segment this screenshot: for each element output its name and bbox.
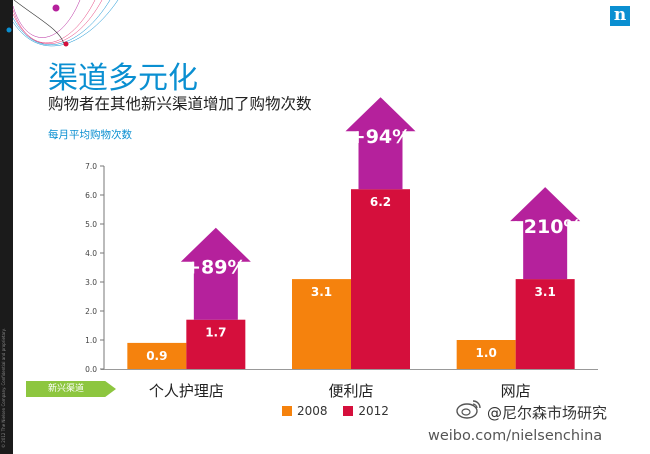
growth-label-2: +210% bbox=[508, 216, 583, 238]
category-label-0: 个人护理店 bbox=[149, 382, 224, 400]
weibo-handle: @尼尔森市场研究 bbox=[487, 404, 608, 422]
decorative-swirl bbox=[6, 0, 119, 47]
legend-item-2008: 2008 bbox=[282, 404, 328, 418]
legend-label-2012: 2012 bbox=[358, 404, 389, 418]
y-tick-label: 0.0 bbox=[85, 365, 97, 374]
growth-label-0: +89% bbox=[185, 257, 246, 279]
page-subtitle: 购物者在其他新兴渠道增加了购物次数 bbox=[48, 95, 312, 113]
legend-swatch-2008 bbox=[282, 406, 292, 416]
growth-label-1: +94% bbox=[350, 126, 411, 148]
y-tick-label: 6.0 bbox=[85, 191, 97, 200]
y-tick-label: 4.0 bbox=[85, 249, 97, 258]
y-tick-label: 3.0 bbox=[85, 278, 97, 287]
page-title: 渠道多元化 bbox=[48, 61, 198, 96]
growth-arrow-0 bbox=[180, 227, 251, 320]
bar-2008-2 bbox=[456, 340, 516, 369]
legend-swatch-2012 bbox=[343, 406, 354, 416]
left-side-strip: © 2012 The Nielsen Company. Confidential… bbox=[0, 0, 13, 454]
category-label-2: 网店 bbox=[501, 382, 531, 400]
weibo-icon bbox=[456, 400, 481, 419]
bar-2008-1 bbox=[292, 279, 351, 369]
bar-2008-0 bbox=[127, 342, 187, 369]
bar-value-label: 0.9 bbox=[146, 349, 167, 363]
metric-label: 每月平均购物次数 bbox=[48, 129, 132, 141]
legend-label-2008: 2008 bbox=[297, 404, 328, 418]
nielsen-logo: n bbox=[610, 6, 630, 26]
y-tick-label: 7.0 bbox=[85, 162, 97, 171]
weibo-url: weibo.com/nielsenchina bbox=[428, 428, 603, 444]
bar-value-label: 3.1 bbox=[535, 285, 556, 299]
bar-value-label: 6.2 bbox=[370, 195, 391, 209]
bar-value-label: 3.1 bbox=[311, 285, 332, 299]
chart-legend: 2008 2012 bbox=[282, 404, 401, 418]
y-tick-label: 2.0 bbox=[85, 307, 97, 316]
bar-2012-2 bbox=[515, 279, 575, 369]
growth-arrow-2 bbox=[510, 187, 581, 280]
bar-2012-1 bbox=[351, 189, 410, 369]
legend-item-2012: 2012 bbox=[343, 404, 389, 418]
y-tick-label: 5.0 bbox=[85, 220, 97, 229]
category-label-1: 便利店 bbox=[328, 382, 373, 400]
bar-2012-0 bbox=[186, 319, 246, 369]
channel-tag: 新兴渠道 bbox=[26, 381, 116, 397]
bar-value-label: 1.7 bbox=[205, 326, 226, 340]
growth-arrow-1 bbox=[345, 97, 416, 190]
bar-value-label: 1.0 bbox=[476, 346, 497, 360]
y-tick-label: 1.0 bbox=[85, 336, 97, 345]
